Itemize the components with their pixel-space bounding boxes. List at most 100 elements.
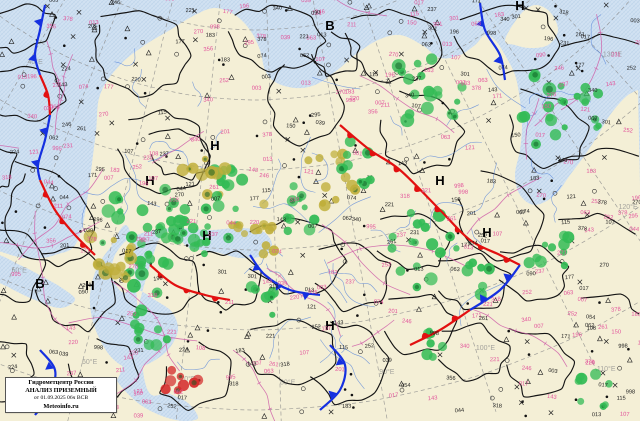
svg-text:998: 998 <box>429 330 439 337</box>
svg-text:183: 183 <box>342 404 352 410</box>
svg-text:017: 017 <box>580 34 590 41</box>
svg-text:044: 044 <box>629 226 640 233</box>
svg-text:107: 107 <box>493 232 503 238</box>
svg-text:318: 318 <box>491 297 501 304</box>
svg-text:220: 220 <box>349 96 359 102</box>
svg-text:246: 246 <box>402 318 412 325</box>
svg-text:318: 318 <box>280 361 290 368</box>
svg-text:115: 115 <box>369 72 378 78</box>
svg-text:044: 044 <box>455 408 465 415</box>
svg-text:237: 237 <box>412 76 422 82</box>
svg-text:196: 196 <box>449 29 459 35</box>
svg-text:261: 261 <box>598 324 608 331</box>
svg-text:017: 017 <box>177 395 187 402</box>
svg-text:074: 074 <box>272 249 283 256</box>
svg-text:237: 237 <box>427 7 436 13</box>
svg-text:183: 183 <box>327 269 337 276</box>
svg-text:183: 183 <box>345 89 355 95</box>
svg-text:246: 246 <box>558 157 568 164</box>
svg-text:183: 183 <box>110 167 120 174</box>
svg-text:231: 231 <box>134 348 144 355</box>
svg-text:220: 220 <box>250 220 260 226</box>
svg-text:231: 231 <box>410 230 419 236</box>
svg-text:221: 221 <box>385 202 395 208</box>
svg-text:039: 039 <box>301 0 311 4</box>
svg-text:378: 378 <box>611 307 621 314</box>
svg-text:003: 003 <box>317 285 327 292</box>
svg-text:039: 039 <box>59 351 69 358</box>
svg-text:221: 221 <box>299 34 308 40</box>
svg-text:007: 007 <box>375 100 385 106</box>
svg-text:252: 252 <box>623 128 633 135</box>
svg-text:340: 340 <box>203 97 213 103</box>
svg-text:107: 107 <box>315 57 325 63</box>
svg-text:054: 054 <box>586 314 596 321</box>
svg-text:107: 107 <box>148 176 158 182</box>
svg-text:340: 340 <box>460 344 470 350</box>
svg-text:150: 150 <box>286 123 296 129</box>
svg-text:063: 063 <box>50 104 60 111</box>
svg-text:013: 013 <box>414 266 424 272</box>
svg-text:074: 074 <box>257 53 267 60</box>
svg-text:017: 017 <box>122 248 132 255</box>
svg-text:378: 378 <box>618 210 628 217</box>
svg-text:378: 378 <box>471 86 481 92</box>
svg-text:115: 115 <box>262 188 271 195</box>
svg-text:270: 270 <box>599 263 608 269</box>
svg-text:044: 044 <box>226 220 237 226</box>
svg-text:183: 183 <box>206 33 215 39</box>
svg-text:039: 039 <box>281 35 291 41</box>
svg-text:003: 003 <box>252 86 262 92</box>
svg-text:270: 270 <box>388 52 398 59</box>
svg-text:013: 013 <box>263 157 273 164</box>
svg-text:143: 143 <box>276 217 286 223</box>
svg-text:246: 246 <box>111 0 120 6</box>
svg-text:003: 003 <box>548 368 558 375</box>
svg-text:237: 237 <box>559 81 569 88</box>
svg-text:231: 231 <box>611 52 621 58</box>
svg-text:318: 318 <box>269 284 278 290</box>
svg-text:107: 107 <box>411 103 421 110</box>
svg-text:221: 221 <box>266 334 276 340</box>
svg-text:295: 295 <box>628 213 638 220</box>
svg-text:252: 252 <box>627 66 636 72</box>
svg-text:356: 356 <box>46 24 56 31</box>
svg-text:90°E: 90°E <box>379 368 395 376</box>
svg-text:201: 201 <box>88 23 98 30</box>
svg-text:318: 318 <box>229 381 238 387</box>
svg-text:378: 378 <box>585 359 595 366</box>
svg-text:356: 356 <box>165 0 175 2</box>
svg-text:196: 196 <box>572 332 582 338</box>
svg-text:108: 108 <box>195 345 205 352</box>
svg-text:998: 998 <box>210 24 220 30</box>
svg-text:270: 270 <box>632 200 640 207</box>
svg-text:261: 261 <box>268 361 278 368</box>
svg-text:301: 301 <box>460 71 470 78</box>
svg-text:177: 177 <box>565 274 575 281</box>
svg-text:261: 261 <box>447 216 457 223</box>
svg-text:H: H <box>435 173 444 188</box>
svg-text:171: 171 <box>80 248 90 254</box>
svg-text:150: 150 <box>511 132 521 139</box>
svg-text:121: 121 <box>580 107 590 114</box>
svg-text:270: 270 <box>128 264 138 270</box>
svg-text:177: 177 <box>222 9 232 16</box>
svg-text:121: 121 <box>566 194 576 201</box>
svg-text:80°E: 80°E <box>280 379 296 387</box>
svg-text:063: 063 <box>421 42 431 48</box>
svg-text:115: 115 <box>617 396 626 402</box>
svg-text:017: 017 <box>519 381 529 388</box>
svg-text:252: 252 <box>167 403 177 410</box>
svg-text:143: 143 <box>606 81 616 88</box>
svg-text:998: 998 <box>458 190 468 196</box>
svg-text:183: 183 <box>586 169 596 175</box>
svg-text:220: 220 <box>68 340 78 347</box>
svg-text:246: 246 <box>259 173 269 180</box>
svg-text:107: 107 <box>451 55 461 62</box>
svg-text:340: 340 <box>588 88 597 94</box>
svg-text:121: 121 <box>133 389 143 396</box>
svg-text:221: 221 <box>490 357 500 363</box>
svg-text:177: 177 <box>104 84 114 91</box>
svg-text:013: 013 <box>301 81 311 87</box>
svg-text:090: 090 <box>78 289 88 296</box>
